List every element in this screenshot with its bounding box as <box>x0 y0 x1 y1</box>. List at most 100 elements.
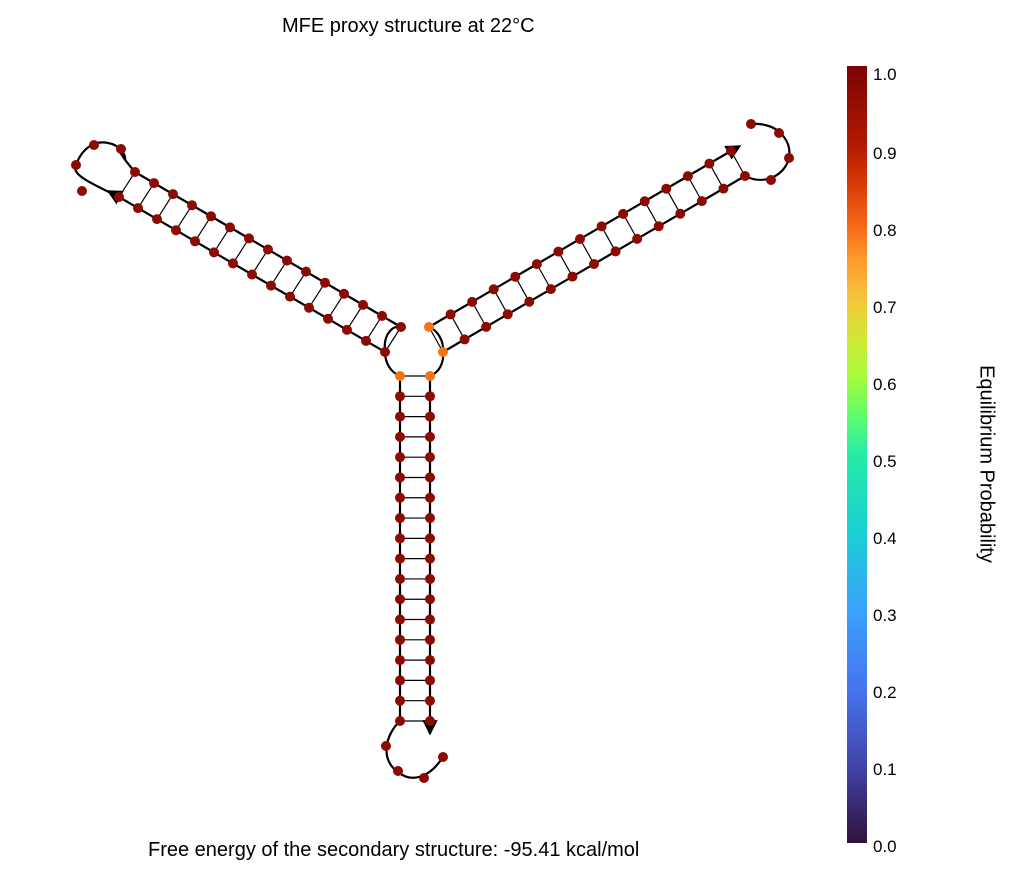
nucleotide <box>632 233 643 244</box>
nucleotide <box>301 266 311 277</box>
nucleotide <box>545 284 556 295</box>
nucleotide <box>425 655 435 666</box>
nucleotide <box>395 695 405 706</box>
colorbar-tick: 0.3 <box>873 606 897 625</box>
colorbar-tick: 0.6 <box>873 375 897 394</box>
colorbar-tick: 0.5 <box>873 452 897 471</box>
nucleotide <box>395 452 405 463</box>
nucleotide <box>116 144 126 154</box>
nucleotide <box>396 322 406 332</box>
nucleotide <box>320 277 330 288</box>
nucleotide <box>114 192 124 202</box>
nucleotide <box>425 371 435 381</box>
nucleotide <box>746 119 756 129</box>
nucleotide <box>395 594 405 605</box>
nucleotide <box>342 324 352 335</box>
free-energy-text: Free energy of the secondary structure: … <box>148 839 640 861</box>
nucleotide <box>171 225 181 236</box>
nucleotide <box>361 335 371 346</box>
nucleotide <box>244 233 254 244</box>
nucleotide <box>304 302 314 313</box>
nucleotide <box>502 309 513 320</box>
nucleotide <box>425 716 435 726</box>
nucleotide <box>696 196 707 207</box>
nucleotide <box>395 411 405 422</box>
nucleotide <box>419 773 429 783</box>
nucleotide <box>71 160 81 170</box>
nucleotide <box>445 309 456 320</box>
nucleotide <box>393 766 403 776</box>
nucleotide <box>168 189 178 200</box>
nucleotide <box>425 553 435 564</box>
nucleotide <box>438 347 448 357</box>
nucleotide <box>395 431 405 442</box>
nucleotide <box>553 246 564 257</box>
nucleotide <box>653 221 664 232</box>
colorbar-tick: 1.0 <box>873 65 897 84</box>
nucleotide <box>524 296 535 307</box>
nucleotide <box>247 269 257 280</box>
nucleotide <box>209 247 219 258</box>
nucleotide <box>395 391 405 402</box>
nucleotide <box>130 167 140 177</box>
nucleotide <box>639 196 650 207</box>
nucleotide <box>395 533 405 544</box>
nucleotide <box>424 322 434 332</box>
colorbar-tick: 0.8 <box>873 221 897 240</box>
nucleotide <box>425 634 435 645</box>
nucleotide <box>425 492 435 503</box>
nucleotide <box>425 614 435 625</box>
nucleotide <box>596 221 607 232</box>
nucleotide <box>77 186 87 196</box>
colorbar <box>847 66 867 843</box>
nucleotide <box>425 513 435 524</box>
nucleotide <box>380 347 390 357</box>
nucleotide <box>395 634 405 645</box>
colorbar-tick: 0.4 <box>873 529 897 548</box>
nucleotide <box>395 513 405 524</box>
nucleotide <box>467 296 478 307</box>
nucleotide <box>766 175 776 185</box>
nucleotide <box>589 259 599 269</box>
nucleotide <box>575 234 585 244</box>
nucleotide <box>381 741 391 751</box>
nucleotide <box>228 258 238 269</box>
nucleotide <box>718 183 729 194</box>
nucleotide <box>510 271 521 282</box>
nucleotide <box>425 472 435 483</box>
colorbar-tick: 0.9 <box>873 144 897 163</box>
nucleotide <box>459 334 470 345</box>
colorbar-tick: 0.1 <box>873 760 897 779</box>
nucleotide <box>425 573 435 584</box>
nucleotide <box>358 299 368 310</box>
colorbar-label: Equilibrium Probability <box>975 365 998 563</box>
nucleotide <box>395 675 405 686</box>
nucleotide <box>395 492 405 503</box>
nucleotide <box>282 255 292 266</box>
nucleotide <box>531 259 542 270</box>
nucleotide <box>206 211 216 222</box>
nucleotide <box>425 431 435 442</box>
nucleotide <box>481 321 492 332</box>
nucleotide <box>567 271 578 282</box>
nucleotide <box>726 146 736 156</box>
nucleotide <box>740 171 750 181</box>
nucleotide <box>377 310 387 321</box>
nucleotide <box>784 153 794 163</box>
diagram-title: MFE proxy structure at 22°C <box>282 15 535 37</box>
nucleotide <box>152 214 162 225</box>
nucleotide <box>285 291 295 302</box>
nucleotide <box>266 280 276 291</box>
central-multiloop <box>383 325 445 378</box>
nucleotide <box>395 614 405 625</box>
colorbar-tick: 0.0 <box>873 837 897 856</box>
nucleotide <box>149 178 159 189</box>
nucleotide <box>339 288 349 299</box>
nucleotide <box>395 553 405 564</box>
nucleotide <box>438 752 448 762</box>
nucleotide <box>682 171 693 182</box>
nucleotide <box>89 140 99 150</box>
nucleotide <box>395 716 405 726</box>
nucleotide <box>263 244 273 255</box>
nucleotide <box>190 236 200 247</box>
